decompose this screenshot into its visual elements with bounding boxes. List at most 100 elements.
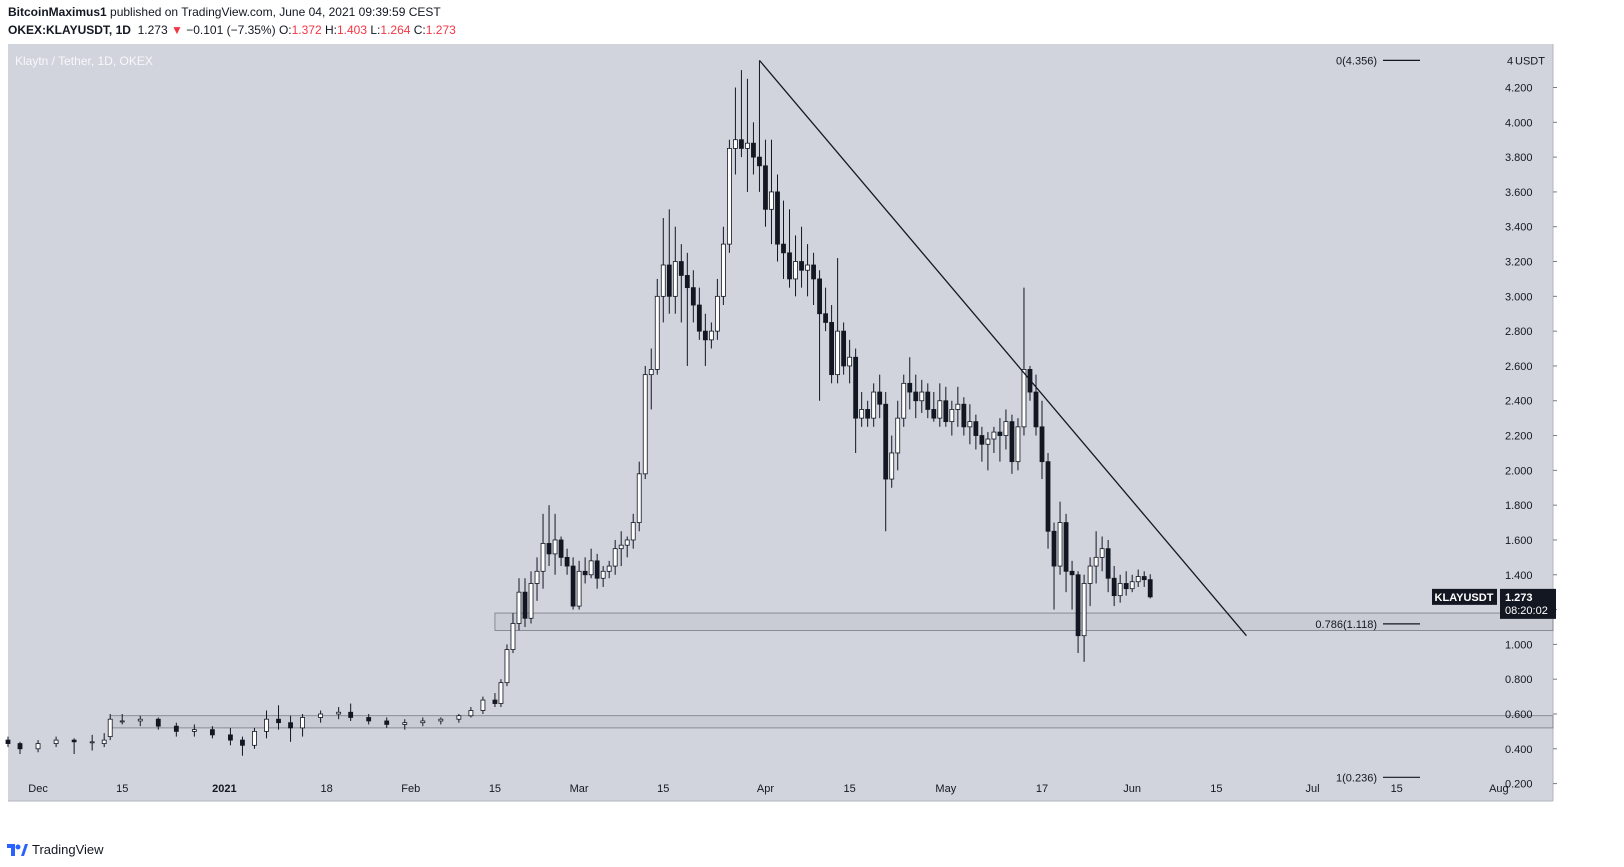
candle-body: [1105, 548, 1111, 579]
candle-body: [714, 295, 720, 332]
fib-0.786-zone: [494, 612, 1554, 631]
publisher-user[interactable]: BitcoinMaximus1: [8, 5, 107, 19]
candle-body: [155, 718, 161, 727]
candle-body: [775, 191, 780, 245]
candle-body: [624, 539, 630, 546]
candle-body: [5, 739, 11, 744]
trendline: [758, 59, 1247, 637]
candle-body: [119, 720, 125, 723]
symbol-label: OKEX:KLAYUSDT, 1D: [8, 23, 131, 37]
low-value: 1.264: [380, 23, 411, 37]
candle-body: [468, 710, 474, 717]
y-tick-label: 1.000: [1505, 639, 1533, 651]
candle-body: [672, 261, 678, 297]
candle-body: [943, 400, 949, 423]
candle-body: [480, 699, 486, 711]
candle-body: [402, 722, 408, 725]
candle-body: [1081, 583, 1087, 637]
candle-body: [829, 322, 834, 376]
candle-body: [1003, 421, 1009, 436]
candle-body: [979, 435, 985, 445]
tradingview-logo-icon: [7, 843, 28, 856]
y-tick-label: 1.400: [1505, 570, 1533, 582]
candle-body: [949, 409, 955, 423]
candle-body: [17, 743, 23, 750]
last-price: 1.273: [137, 23, 168, 37]
close-value: 1.273: [425, 23, 456, 37]
plot-area[interactable]: [8, 44, 1553, 801]
candle-body: [1021, 369, 1027, 428]
y-tick-label: 2.400: [1505, 396, 1533, 408]
y-tick-label: 1.600: [1505, 535, 1533, 547]
candle-body: [288, 722, 293, 729]
candle-body: [654, 295, 660, 370]
x-tick-label: 15: [844, 783, 856, 795]
candle-body: [420, 720, 426, 724]
candle-body: [366, 717, 372, 722]
y-tick-label: 1.800: [1505, 500, 1533, 512]
candle-body: [209, 729, 215, 736]
candle-body: [817, 278, 822, 315]
y-tick-label: 0.600: [1505, 709, 1533, 721]
candle-body: [606, 565, 612, 572]
y-tick-label: 2.200: [1505, 431, 1533, 443]
x-tick-label: May: [935, 783, 956, 795]
y-tick-label: 0.400: [1505, 744, 1533, 756]
x-tick-label: Dec: [28, 783, 48, 795]
y-top-label: 4: [1507, 55, 1513, 67]
candle-body: [228, 734, 233, 741]
candle-body: [582, 570, 588, 576]
candle-body: [889, 452, 895, 480]
y-tick-label: 4.200: [1505, 83, 1533, 95]
y-unit-label: USDT: [1515, 55, 1545, 67]
x-tick-label: 2021: [212, 783, 236, 795]
candle-body: [600, 570, 606, 579]
candle-body: [558, 539, 564, 558]
candle-body: [1039, 426, 1045, 463]
y-tick-label: 4.000: [1505, 117, 1533, 129]
candle-body: [763, 165, 768, 210]
candle-body: [919, 391, 925, 402]
open-label: O:: [278, 23, 292, 37]
x-tick-label: 15: [1210, 783, 1222, 795]
candle-body: [859, 409, 865, 419]
candle-body: [769, 191, 774, 210]
symbol-info: OKEX:KLAYUSDT, 1D 1.273 ▼ −0.101 (−7.35%…: [8, 23, 456, 37]
candle-body: [348, 711, 354, 718]
candle-body: [576, 570, 582, 607]
candle-body: [137, 718, 143, 722]
candle-body: [696, 304, 702, 332]
candle-body: [89, 741, 95, 744]
candle-body: [528, 583, 534, 619]
candle-body: [1093, 556, 1099, 567]
candle-body: [877, 391, 883, 405]
support-zone: [109, 715, 1554, 729]
candle-body: [1099, 548, 1105, 558]
candle-body: [1063, 522, 1069, 572]
close-label: C:: [413, 23, 426, 37]
candle-body: [937, 400, 943, 419]
symbol-tag-label: KLAYUSDT: [1435, 592, 1494, 604]
candle-body: [456, 715, 462, 720]
candle-body: [53, 739, 59, 744]
candle-body: [1045, 461, 1051, 532]
candle-body: [1117, 583, 1123, 597]
y-tick-label: 2.600: [1505, 361, 1533, 373]
candle-body: [594, 560, 600, 579]
y-tick-label: 3.600: [1505, 187, 1533, 199]
candle-body: [925, 391, 931, 410]
candle-body: [516, 591, 522, 624]
candle-body: [1009, 421, 1015, 463]
candle-body: [720, 243, 726, 297]
candle-body: [811, 264, 816, 280]
candle-body: [871, 391, 877, 419]
x-tick-label: 17: [1036, 783, 1048, 795]
fib-level-label: 0(4.356): [1336, 55, 1377, 67]
candle-body: [1123, 583, 1129, 590]
candle-body: [841, 330, 847, 367]
candle-body: [1135, 576, 1141, 583]
candle-body: [336, 711, 342, 715]
candle-body: [745, 142, 750, 149]
candle-body: [787, 252, 792, 280]
